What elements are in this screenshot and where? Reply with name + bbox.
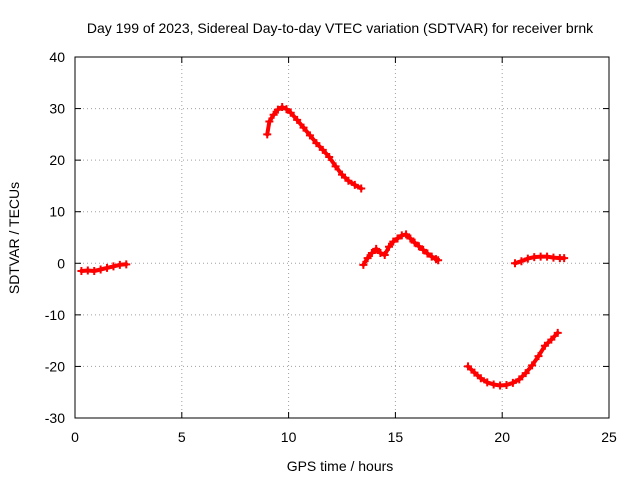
data-point [547,335,556,344]
data-point [470,368,479,377]
data-point [553,328,562,337]
y-tick-label: 30 [49,101,65,117]
data-point [560,254,569,263]
data-point [384,242,393,251]
y-tick-label: -20 [45,358,65,374]
y-tick-label: 0 [57,255,65,271]
data-point [534,352,543,361]
data-point [476,374,485,383]
data-point [540,341,549,350]
data-point [427,252,436,261]
data-point [389,237,398,246]
data-point [372,244,381,253]
data-point [406,234,415,243]
data-point [263,130,272,139]
data-point [325,153,334,162]
data-point [305,131,314,140]
data-point [265,117,274,126]
data-point [483,378,492,387]
data-point [511,259,520,268]
data-point [90,267,99,276]
data-point [397,231,406,240]
data-point [269,110,278,119]
data-point [109,262,118,271]
data-point [543,252,552,261]
data-point [419,245,428,254]
axis-ticks: 0 5 10 15 20 25 -30 -20 -10 0 10 20 30 40 [45,49,617,445]
x-tick-label: 25 [601,429,617,445]
data-point [350,180,359,189]
y-tick-label: 40 [49,49,65,65]
data-point [273,105,282,114]
x-axis-label: GPS time / hours [287,458,394,474]
data-point [286,108,295,117]
data-point [508,378,517,387]
data-point [380,251,389,260]
data-point [402,230,411,239]
x-tick-label: 10 [281,429,297,445]
data-point [515,375,524,384]
data-point [489,380,498,389]
data-point [122,260,131,269]
data-point [96,265,105,274]
data-point [282,105,291,114]
data-point [517,257,526,266]
data-point [278,103,287,112]
data-point [331,162,340,171]
data-point [376,248,385,257]
x-tick-label: 0 [71,429,79,445]
x-tick-label: 15 [388,429,404,445]
data-series [77,103,569,390]
x-tick-label: 20 [494,429,510,445]
data-point [502,380,511,389]
data-point [318,145,327,154]
grid-lines [75,57,609,418]
y-tick-label: 10 [49,204,65,220]
data-point [338,170,346,179]
data-point [423,249,432,258]
y-axis-label: SDTVAR / TECUs [6,182,22,294]
plot-frame [74,56,610,419]
data-point [367,248,376,257]
y-tick-label: -30 [45,410,65,426]
data-point [357,184,366,193]
data-point [363,254,372,263]
data-point [299,123,308,132]
chart-title: Day 199 of 2023, Sidereal Day-to-day VTE… [87,20,594,36]
x-tick-label: 5 [178,429,186,445]
data-point [528,361,537,370]
data-point [521,369,530,378]
data-point [410,238,419,247]
data-point [344,176,353,185]
data-point [312,139,321,148]
series-track-2 [265,105,364,191]
data-point [414,242,423,251]
data-point [434,256,443,265]
data-point [103,263,112,272]
data-point [523,254,532,263]
data-point [293,115,302,124]
y-tick-label: -10 [45,307,65,323]
data-point [464,362,473,371]
data-point [393,234,402,243]
data-point [359,260,368,269]
y-tick-label: 20 [49,152,65,168]
